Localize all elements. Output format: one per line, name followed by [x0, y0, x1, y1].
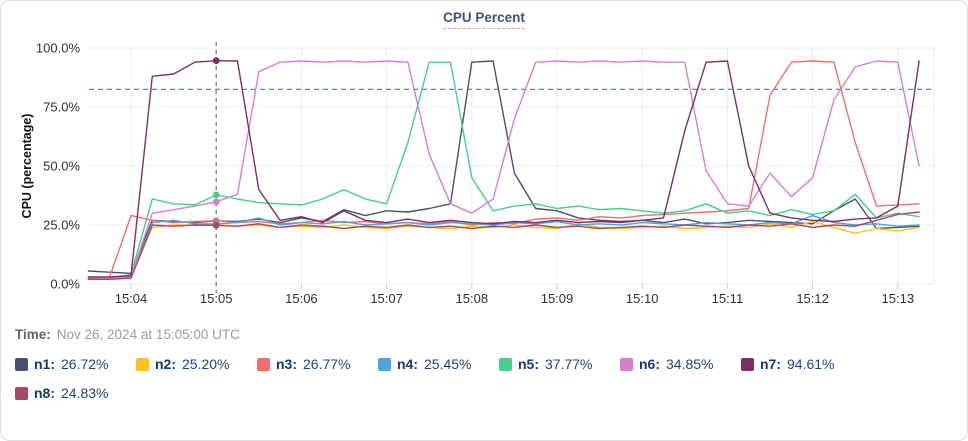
y-tick-label: 75.0%	[43, 100, 80, 115]
crosshair-dot-n7	[212, 57, 220, 65]
series-n2-line	[87, 220, 920, 281]
legend-swatch-n6	[620, 357, 633, 371]
x-tick-label: 15:13	[882, 291, 915, 306]
x-tick-label: 15:08	[456, 291, 489, 306]
legend-item-n1[interactable]: n1: 26.72%	[15, 356, 136, 372]
legend-series-value: 94.61%	[787, 356, 835, 372]
legend-swatch-n5	[499, 357, 512, 371]
legend-series-name: n4:	[397, 356, 418, 372]
crosshair-dot-n8	[212, 222, 220, 229]
legend-swatch-n4	[378, 357, 391, 371]
legend-item-n6[interactable]: n6: 34.85%	[620, 356, 741, 372]
legend: n1: 26.72% n2: 25.20% n3: 26.77% n4: 25.45% n5: 3…	[15, 356, 967, 401]
legend-series-value: 24.83%	[61, 385, 109, 401]
crosshair-dot-n5	[212, 191, 220, 199]
legend-series-name: n5:	[518, 356, 539, 372]
legend-swatch-n1	[15, 357, 28, 371]
series-n3-line	[87, 60, 920, 279]
legend-series-name: n7:	[760, 356, 781, 372]
x-tick-label: 15:09	[541, 291, 574, 306]
legend-series-name: n6:	[639, 356, 660, 372]
x-tick-label: 15:06	[285, 291, 318, 306]
legend-series-value: 25.45%	[424, 356, 472, 372]
legend-series-value: 25.20%	[182, 356, 230, 372]
legend-item-n8[interactable]: n8: 24.83%	[15, 385, 136, 401]
legend-series-name: n1:	[34, 356, 55, 372]
legend-item-n3[interactable]: n3: 26.77%	[257, 356, 378, 372]
x-tick-label: 15:04	[115, 291, 148, 306]
y-tick-label: 0.0%	[50, 277, 80, 292]
legend-series-value: 26.72%	[61, 356, 109, 372]
legend-item-n4[interactable]: n4: 25.45%	[378, 356, 499, 372]
crosshair-dot-n6	[212, 198, 220, 206]
series-n1-line	[87, 60, 920, 275]
legend-series-value: 37.77%	[545, 356, 593, 372]
series-n4-line	[87, 214, 920, 281]
legend-swatch-n7	[741, 357, 754, 371]
legend-series-name: n8:	[34, 385, 55, 401]
series-n8-line	[87, 211, 920, 281]
x-tick-label: 15:07	[370, 291, 403, 306]
legend-item-n5[interactable]: n5: 37.77%	[499, 356, 620, 372]
x-tick-label: 15:10	[626, 291, 659, 306]
legend-swatch-n2	[136, 357, 149, 371]
legend-swatch-n3	[257, 357, 270, 371]
chart-title[interactable]: CPU Percent	[443, 10, 525, 29]
series-n5-line	[87, 61, 920, 281]
legend-series-name: n3:	[276, 356, 297, 372]
y-tick-label: 50.0%	[43, 159, 80, 174]
x-tick-label: 15:05	[200, 291, 233, 306]
legend-series-name: n2:	[155, 356, 176, 372]
legend-series-value: 26.77%	[303, 356, 351, 372]
legend-swatch-n8	[15, 386, 28, 400]
x-tick-label: 15:11	[712, 291, 744, 306]
panel-header: CPU Percent	[1, 1, 967, 37]
legend-item-n7[interactable]: n7: 94.61%	[741, 356, 862, 372]
y-tick-label: 100.0%	[36, 41, 81, 56]
x-tick-label: 15:12	[796, 291, 829, 306]
time-value: Nov 26, 2024 at 15:05:00 UTC	[56, 327, 240, 342]
series-n6-line	[87, 60, 920, 281]
y-tick-label: 25.0%	[43, 218, 80, 233]
time-row: Time: Nov 26, 2024 at 15:05:00 UTC	[15, 327, 967, 342]
cpu-chart-svg[interactable]: 0.0% 25.0% 50.0% 75.0% 100.0% 15:04 15:05 15:06…	[1, 37, 968, 315]
legend-series-value: 34.85%	[666, 356, 714, 372]
series-n7-line	[87, 60, 920, 278]
legend-item-n2[interactable]: n2: 25.20%	[136, 356, 257, 372]
time-label: Time:	[15, 327, 51, 342]
y-axis-title: CPU (percentage)	[20, 114, 34, 219]
